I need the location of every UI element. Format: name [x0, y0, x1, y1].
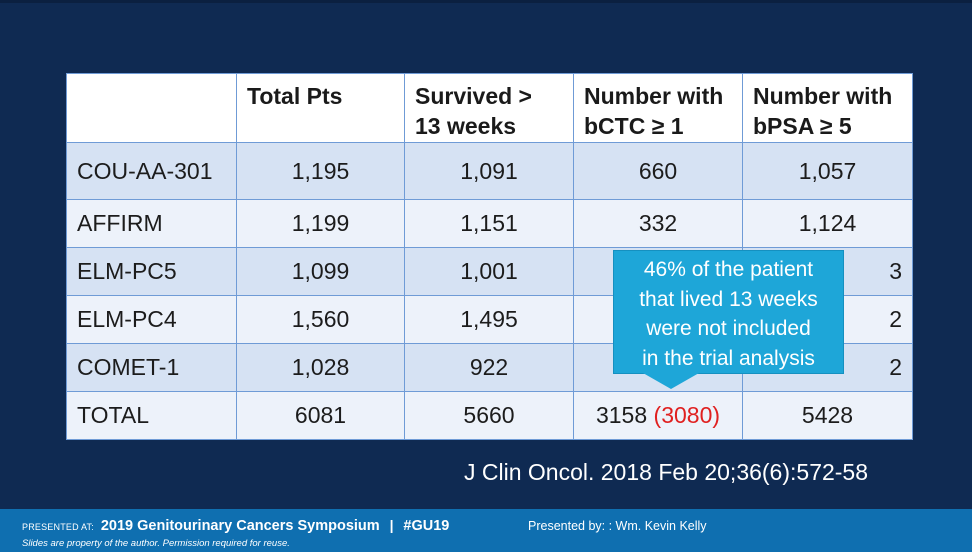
trial-name-cell: COMET-1 [66, 343, 237, 392]
header-cell-empty [66, 73, 237, 143]
survived-cell: 1,091 [404, 142, 574, 200]
survived-cell: 5660 [404, 391, 574, 440]
bctc-total-value: 3158 [595, 402, 648, 428]
table-header-row: Total Pts Survived > 13 weeks Number wit… [66, 73, 913, 143]
bctc-cell: 3158 (3080) [573, 391, 743, 440]
trial-name-cell: ELM-PC5 [66, 247, 237, 296]
survived-cell: 1,151 [404, 199, 574, 248]
callout-line: were not included [646, 317, 811, 340]
header-bpsa: Number with bPSA ≥ 5 [742, 73, 913, 143]
bpsa-cell: 5428 [742, 391, 913, 440]
callout-line: in the trial analysis [642, 346, 815, 370]
trial-name-cell: ELM-PC4 [66, 295, 237, 344]
presented-at-label: PRESENTED AT: [22, 522, 94, 532]
trial-name-cell: AFFIRM [66, 199, 237, 248]
survived-cell: 1,495 [404, 295, 574, 344]
header-bctc: Number with bCTC ≥ 1 [573, 73, 743, 143]
symposium-name: 2019 Genitourinary Cancers Symposium [100, 518, 380, 534]
footer-bar: PRESENTED AT: 2019 Genitourinary Cancers… [0, 509, 972, 552]
survived-cell: 922 [404, 343, 574, 392]
slide-top-edge [0, 0, 972, 3]
table-row: AFFIRM 1,199 1,151 332 1,124 [66, 199, 913, 248]
citation: J Clin Oncol. 2018 Feb 20;36(6):572-58 [464, 459, 869, 485]
bpsa-cell: 1,124 [742, 199, 913, 248]
callout-pointer [643, 373, 699, 389]
total-pts-cell: 6081 [236, 391, 405, 440]
symposium-hashtag: #GU19 [403, 518, 450, 534]
header-survived: Survived > 13 weeks [404, 73, 574, 143]
bctc-cell: 332 [573, 199, 743, 248]
total-pts-cell: 1,028 [236, 343, 405, 392]
bctc-cell: 660 [573, 142, 743, 200]
bctc-total-note: (3080) [653, 402, 721, 428]
total-row: TOTAL 6081 5660 3158 (3080) 5428 [66, 391, 913, 440]
table-row: COU-AA-301 1,195 1,091 660 1,057 [66, 142, 913, 200]
total-label-cell: TOTAL [66, 391, 237, 440]
total-pts-cell: 1,195 [236, 142, 405, 200]
survived-cell: 1,001 [404, 247, 574, 296]
bpsa-cell: 1,057 [742, 142, 913, 200]
callout-line: 46% of the patient [643, 258, 814, 281]
presenter-credit: Presented by: : Wm. Kevin Kelly [528, 519, 707, 533]
header-total-pts: Total Pts [236, 73, 405, 143]
callout-line: that lived 13 weeks [639, 287, 818, 311]
callout-box: 46% of the patient that lived 13 weeks w… [613, 250, 844, 374]
footer-disclaimer: Slides are property of the author. Permi… [22, 538, 290, 549]
trial-name-cell: COU-AA-301 [66, 142, 237, 200]
footer-separator: | [389, 517, 394, 533]
total-pts-cell: 1,560 [236, 295, 405, 344]
total-pts-cell: 1,199 [236, 199, 405, 248]
total-pts-cell: 1,099 [236, 247, 405, 296]
footer-symposium-line: PRESENTED AT: 2019 Genitourinary Cancers… [22, 517, 449, 534]
